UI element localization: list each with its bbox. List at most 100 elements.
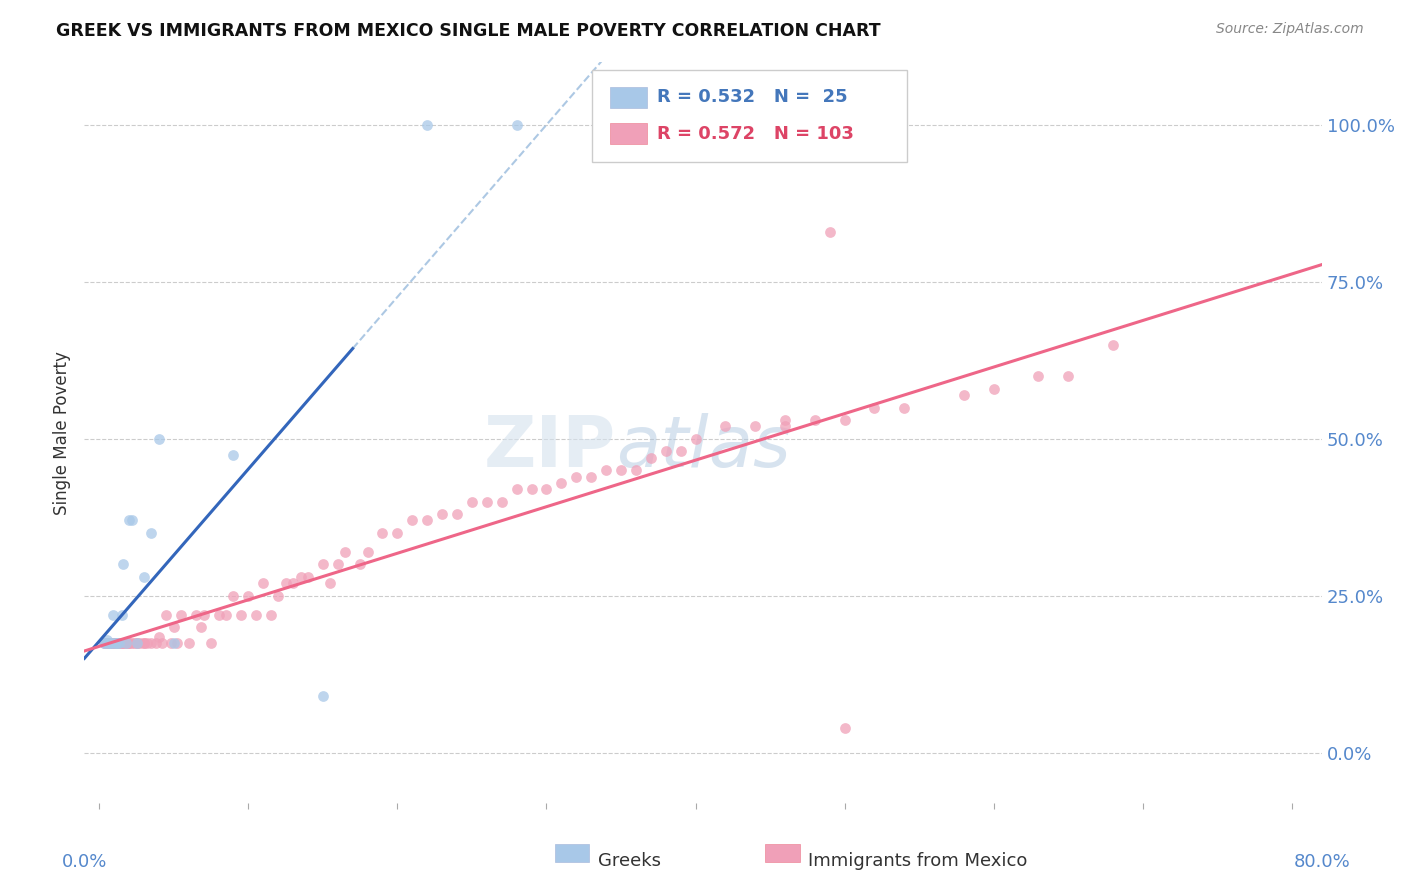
Text: R = 0.532   N =  25: R = 0.532 N = 25 [657, 88, 848, 106]
Point [111, 607, 134, 622]
Point [193, 607, 215, 622]
Point [1102, 338, 1125, 352]
Point [207, 607, 229, 622]
Point [804, 413, 827, 427]
Point [94, 636, 117, 650]
Point [107, 636, 129, 650]
Bar [554, 844, 589, 862]
Point [190, 620, 212, 634]
Point [312, 689, 335, 703]
Point [356, 545, 378, 559]
Point [166, 636, 188, 650]
Point [1028, 369, 1050, 384]
Point [430, 507, 453, 521]
Point [834, 721, 856, 735]
Point [893, 401, 915, 415]
Point [94, 636, 117, 650]
Point [93, 636, 115, 650]
Point [744, 419, 766, 434]
Point [505, 118, 527, 132]
Point [100, 636, 122, 650]
Point [97, 636, 120, 650]
Point [371, 526, 394, 541]
Point [150, 636, 173, 650]
Point [155, 607, 177, 622]
Point [122, 636, 145, 650]
Point [96, 636, 118, 650]
Point [260, 607, 283, 622]
Point [117, 636, 139, 650]
Point [669, 444, 692, 458]
Point [100, 636, 122, 650]
Point [101, 607, 124, 622]
Point [96, 636, 118, 650]
Point [624, 463, 647, 477]
Point [685, 432, 707, 446]
Point [640, 450, 662, 465]
Point [141, 636, 163, 650]
Point [118, 513, 141, 527]
Point [505, 482, 527, 496]
Point [326, 558, 349, 572]
Point [416, 513, 439, 527]
Point [103, 636, 125, 650]
Point [98, 636, 121, 650]
Point [104, 636, 127, 650]
Point [319, 576, 342, 591]
Point [536, 482, 558, 496]
Point [125, 636, 148, 650]
Point [93, 636, 115, 650]
Point [98, 636, 121, 650]
Point [128, 636, 150, 650]
Point [132, 570, 155, 584]
Point [105, 636, 128, 650]
Point [953, 388, 976, 402]
Point [818, 225, 841, 239]
Point [105, 636, 128, 650]
Point [125, 636, 148, 650]
Point [222, 589, 245, 603]
Point [136, 636, 159, 650]
Point [159, 636, 181, 650]
Point [115, 636, 138, 650]
Point [983, 382, 1005, 396]
Point [290, 570, 312, 584]
Point [565, 469, 588, 483]
Point [446, 507, 468, 521]
FancyBboxPatch shape [592, 70, 907, 162]
Point [1057, 369, 1080, 384]
Point [121, 513, 143, 527]
Y-axis label: Single Male Poverty: Single Male Poverty [53, 351, 72, 515]
Point [148, 432, 170, 446]
Point [387, 526, 409, 541]
Point [111, 636, 134, 650]
Point [714, 419, 737, 434]
Point [229, 607, 252, 622]
Point [312, 558, 335, 572]
Point [101, 636, 124, 650]
Point [461, 494, 484, 508]
Text: 0.0%: 0.0% [62, 853, 107, 871]
Point [200, 636, 222, 650]
Point [97, 636, 120, 650]
Point [111, 636, 134, 650]
Point [834, 413, 856, 427]
Point [245, 607, 267, 622]
Point [349, 558, 371, 572]
Text: Immigrants from Mexico: Immigrants from Mexico [808, 853, 1028, 871]
Point [112, 558, 135, 572]
Point [177, 636, 200, 650]
Point [274, 576, 297, 591]
Text: 80.0%: 80.0% [1294, 853, 1350, 871]
Point [148, 630, 170, 644]
Point [125, 636, 148, 650]
Point [595, 463, 617, 477]
Point [100, 636, 122, 650]
Point [267, 589, 290, 603]
Point [114, 636, 136, 650]
Point [610, 463, 633, 477]
Point [163, 636, 186, 650]
Point [141, 526, 163, 541]
Point [115, 636, 138, 650]
Point [520, 482, 543, 496]
